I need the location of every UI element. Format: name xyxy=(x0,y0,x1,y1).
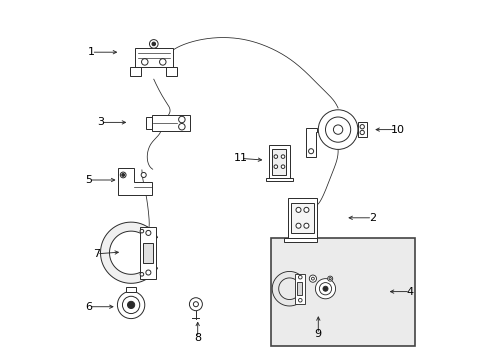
Circle shape xyxy=(152,42,155,46)
Circle shape xyxy=(311,277,314,280)
Bar xyxy=(142,243,152,263)
Circle shape xyxy=(322,286,327,291)
Polygon shape xyxy=(305,128,317,157)
Polygon shape xyxy=(135,48,172,67)
Text: 6: 6 xyxy=(85,302,92,312)
Text: 9: 9 xyxy=(314,329,321,339)
Circle shape xyxy=(122,174,124,176)
Circle shape xyxy=(145,270,151,275)
Circle shape xyxy=(359,125,364,129)
Polygon shape xyxy=(126,287,136,292)
Circle shape xyxy=(145,230,151,235)
Circle shape xyxy=(120,172,126,178)
Circle shape xyxy=(159,59,166,65)
Text: 8: 8 xyxy=(194,333,201,343)
Circle shape xyxy=(303,223,308,228)
Polygon shape xyxy=(272,149,285,175)
Text: 10: 10 xyxy=(390,125,404,135)
Circle shape xyxy=(325,117,350,142)
Polygon shape xyxy=(357,122,366,137)
Text: 7: 7 xyxy=(93,249,100,259)
Polygon shape xyxy=(265,178,292,181)
Polygon shape xyxy=(118,168,152,195)
Polygon shape xyxy=(130,67,141,76)
Polygon shape xyxy=(268,145,289,178)
Polygon shape xyxy=(140,227,156,279)
Circle shape xyxy=(141,59,148,65)
Circle shape xyxy=(141,172,146,177)
Polygon shape xyxy=(146,117,152,129)
Circle shape xyxy=(149,40,158,48)
Text: 4: 4 xyxy=(406,287,413,297)
Polygon shape xyxy=(291,203,313,233)
Text: 5: 5 xyxy=(85,175,92,185)
Circle shape xyxy=(318,110,357,149)
Circle shape xyxy=(308,149,313,154)
Text: 11: 11 xyxy=(233,153,247,163)
Polygon shape xyxy=(294,274,305,304)
Circle shape xyxy=(273,155,277,158)
Polygon shape xyxy=(288,198,316,238)
Polygon shape xyxy=(284,238,316,242)
Text: 3: 3 xyxy=(97,117,104,127)
Circle shape xyxy=(327,276,332,281)
Circle shape xyxy=(178,116,185,123)
Circle shape xyxy=(127,301,134,309)
Circle shape xyxy=(309,275,316,282)
Circle shape xyxy=(295,223,301,228)
Circle shape xyxy=(298,298,302,302)
Circle shape xyxy=(319,283,331,295)
Polygon shape xyxy=(152,115,189,131)
Circle shape xyxy=(281,155,284,158)
Bar xyxy=(271,238,415,346)
Circle shape xyxy=(298,275,302,279)
Circle shape xyxy=(328,278,330,280)
Polygon shape xyxy=(272,271,302,306)
Circle shape xyxy=(315,279,335,299)
Bar xyxy=(296,282,302,295)
Text: 2: 2 xyxy=(368,213,375,223)
Circle shape xyxy=(178,123,185,130)
Polygon shape xyxy=(166,67,177,76)
Circle shape xyxy=(193,302,198,307)
Circle shape xyxy=(189,298,202,311)
Circle shape xyxy=(333,125,342,134)
Circle shape xyxy=(359,130,364,135)
Circle shape xyxy=(273,165,277,168)
Circle shape xyxy=(295,207,301,212)
Polygon shape xyxy=(101,222,157,283)
Circle shape xyxy=(303,207,308,212)
Text: 1: 1 xyxy=(88,47,95,57)
Circle shape xyxy=(117,291,144,319)
Circle shape xyxy=(140,229,143,233)
Circle shape xyxy=(140,273,143,276)
Circle shape xyxy=(122,296,140,314)
Circle shape xyxy=(281,165,284,168)
